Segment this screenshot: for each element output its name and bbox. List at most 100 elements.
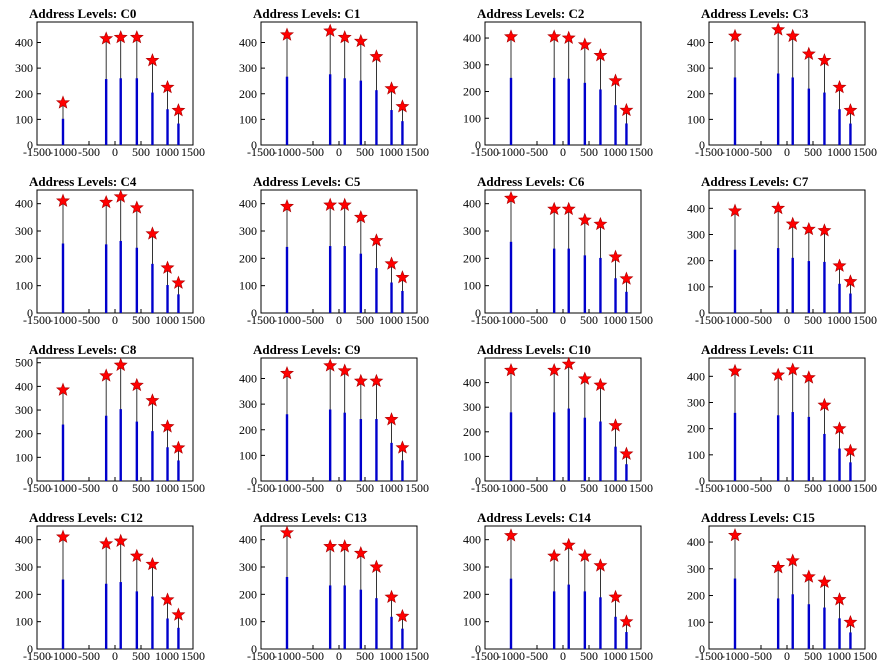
chart-panel-5: Address Levels: C5 0 100 200 300 400 -1500-100… — [239, 174, 429, 327]
red-star-marker-icon — [395, 99, 410, 113]
peak-bar — [390, 616, 393, 649]
x-tick-label: 1500 — [853, 313, 877, 327]
x-tick-label: 1000 — [379, 649, 403, 663]
red-star-marker-icon — [577, 371, 592, 385]
y-tick-label: 400 — [15, 533, 33, 547]
red-star-marker-icon — [547, 201, 562, 216]
peak-bar — [583, 417, 587, 481]
peak-bar — [583, 82, 587, 145]
red-star-marker-icon — [280, 525, 294, 539]
red-star-marker-icon — [817, 223, 832, 237]
chart-title: Address Levels: C3 — [701, 6, 809, 21]
plot-frame — [260, 21, 418, 146]
red-star-marker-icon — [129, 30, 144, 44]
peak-bar — [599, 257, 602, 313]
red-star-marker-icon — [171, 440, 186, 454]
y-tick-label: 0 — [251, 306, 257, 320]
x-tick-label: 1000 — [379, 145, 403, 159]
x-tick-label: -1000 — [49, 313, 77, 327]
x-tick-label: -1500 — [695, 481, 723, 495]
x-tick-label: 0 — [336, 649, 342, 663]
red-star-marker-icon — [99, 368, 114, 382]
chart-panel-8: Address Levels: C80100200300400500-1500-… — [15, 342, 205, 495]
x-tick-label: 1500 — [405, 313, 429, 327]
x-tick-label: 1500 — [181, 145, 205, 159]
peak-bar — [733, 249, 737, 313]
chart-title: Address Levels: C0 — [29, 6, 136, 21]
y-tick-label: 300 — [687, 562, 705, 576]
y-tick-label: 100 — [15, 615, 33, 629]
red-star-marker-icon — [280, 366, 294, 380]
x-tick-label: -1000 — [273, 313, 301, 327]
peak-bar — [151, 431, 154, 481]
peak-bar — [166, 618, 169, 649]
x-tick-label: -1000 — [49, 481, 77, 495]
x-tick-label: -500 — [526, 313, 548, 327]
x-tick-label: -500 — [302, 481, 324, 495]
red-star-marker-icon — [593, 377, 608, 391]
red-star-marker-icon — [280, 27, 294, 41]
peak-bar — [359, 589, 363, 649]
peak-bar — [61, 579, 65, 649]
peak-bar — [838, 109, 841, 145]
plot-frame — [484, 357, 642, 482]
red-star-marker-icon — [337, 30, 352, 44]
x-tick-label: -1500 — [247, 313, 275, 327]
peak-bar — [599, 597, 602, 649]
peak-bar — [359, 419, 363, 481]
chart-title: Address Levels: C4 — [29, 174, 137, 189]
peak-bar — [151, 263, 154, 313]
x-tick-label: -500 — [78, 481, 100, 495]
peak-bar — [328, 246, 332, 313]
red-star-marker-icon — [113, 189, 128, 203]
chart-title: Address Levels: C1 — [253, 6, 360, 21]
peak-bar — [509, 412, 513, 481]
red-star-marker-icon — [384, 256, 399, 270]
y-tick-label: 300 — [463, 58, 481, 72]
peak-bar — [343, 78, 346, 145]
x-tick-label: 500 — [356, 481, 374, 495]
peak-bar — [285, 76, 289, 145]
peak-bar — [776, 415, 780, 481]
red-star-marker-icon — [145, 226, 160, 240]
x-tick-label: 500 — [804, 649, 822, 663]
x-tick-label: 0 — [784, 145, 790, 159]
red-star-marker-icon — [817, 574, 832, 589]
x-tick-label: -500 — [526, 481, 548, 495]
peak-bar — [104, 583, 108, 649]
x-tick-label: -1500 — [247, 481, 275, 495]
peak-bar — [733, 578, 737, 649]
red-star-marker-icon — [160, 592, 175, 606]
x-tick-label: -1000 — [273, 649, 301, 663]
peak-bar — [552, 591, 556, 649]
peak-bar — [166, 447, 169, 481]
peak-bar — [119, 78, 122, 145]
red-star-marker-icon — [801, 46, 816, 60]
red-star-marker-icon — [99, 31, 114, 45]
x-tick-label: 1500 — [181, 649, 205, 663]
x-tick-label: 0 — [560, 313, 566, 327]
x-tick-label: -500 — [302, 649, 324, 663]
x-tick-label: 0 — [560, 649, 566, 663]
red-star-marker-icon — [547, 548, 562, 562]
y-tick-label: 100 — [239, 112, 257, 126]
peak-bar — [119, 582, 122, 649]
x-tick-label: 1500 — [629, 481, 653, 495]
chart-title: Address Levels: C13 — [253, 510, 367, 525]
red-star-marker-icon — [785, 216, 800, 230]
peak-bar — [849, 123, 852, 145]
red-star-marker-icon — [323, 23, 338, 37]
x-tick-label: 1000 — [155, 649, 179, 663]
red-star-marker-icon — [771, 367, 786, 381]
peak-bar — [552, 77, 556, 145]
y-tick-label: 300 — [463, 560, 481, 574]
peak-bar — [104, 415, 108, 481]
x-tick-label: 0 — [560, 145, 566, 159]
red-star-marker-icon — [593, 558, 608, 572]
plot-frame — [484, 525, 642, 650]
red-star-marker-icon — [323, 539, 338, 553]
red-star-marker-icon — [129, 200, 144, 214]
y-tick-label: 200 — [15, 251, 33, 265]
red-star-marker-icon — [577, 548, 592, 562]
x-tick-label: 0 — [560, 481, 566, 495]
